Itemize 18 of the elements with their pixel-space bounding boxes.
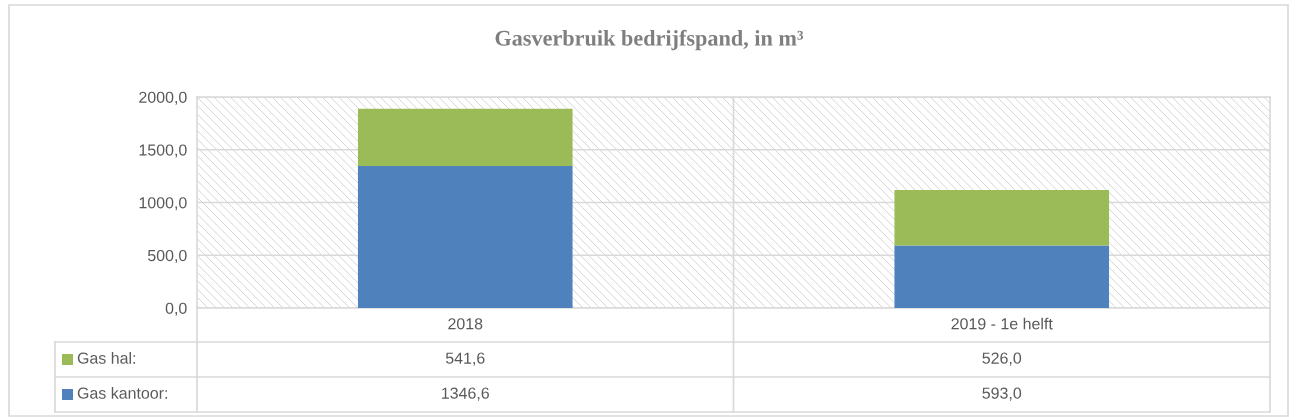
bar: [894, 189, 1110, 246]
chart-title: Gasverbruik bedrijfspand, in m³: [495, 29, 804, 51]
data-label: 526,0: [982, 352, 1022, 366]
data-label: 593,0: [982, 387, 1022, 401]
y-tick-label: 1500,0: [139, 144, 187, 158]
bar: [894, 245, 1110, 308]
legend-label: Gas kantoor:: [77, 387, 167, 399]
y-tick-label: 1000,0: [139, 197, 187, 211]
bar: [357, 165, 573, 308]
data-label: 1346,6: [442, 387, 489, 401]
legend-label: Gas hal:: [77, 352, 136, 364]
y-tick-label: 2000,0: [139, 91, 187, 105]
y-tick-label: 500,0: [147, 249, 187, 264]
bar: [357, 108, 573, 166]
x-tick-label: 2018: [448, 318, 483, 330]
data-label: 541,6: [445, 352, 485, 366]
y-tick-label: 0,0: [165, 302, 187, 316]
x-tick-label: 2019 - 1e helft: [951, 317, 1053, 330]
